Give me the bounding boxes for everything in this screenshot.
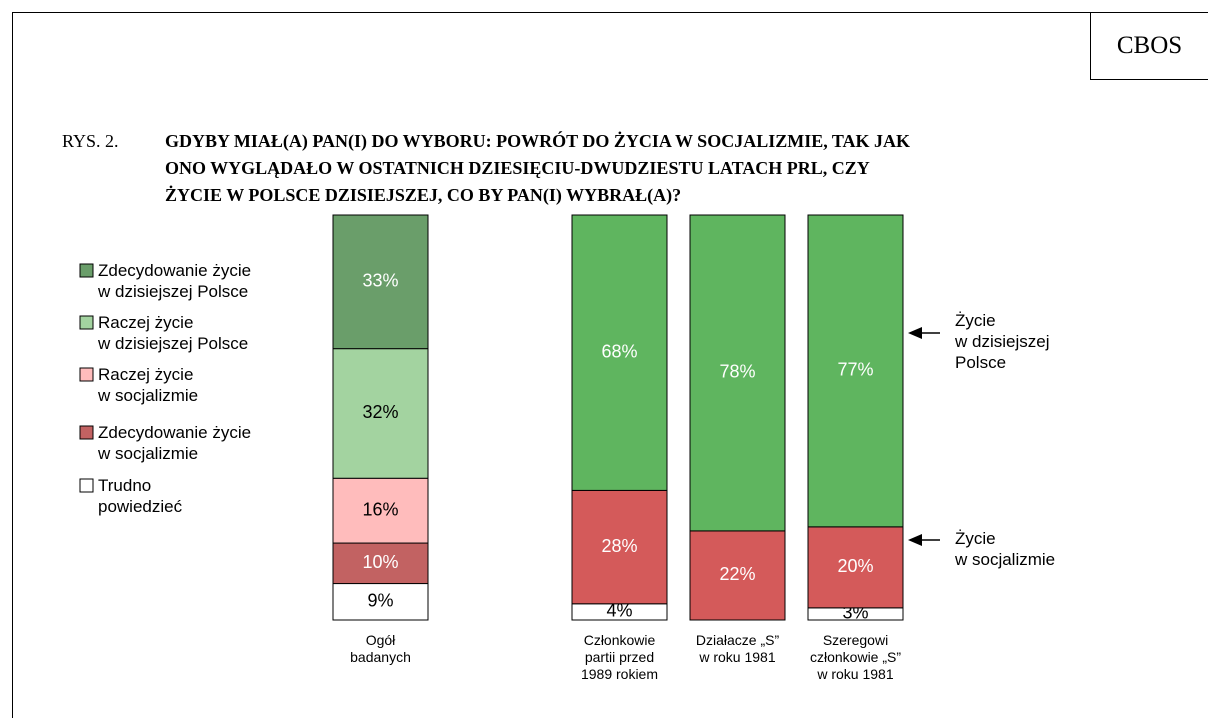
value-label: 10% xyxy=(362,552,398,572)
title-line: ŻYCIE W POLSCE DZISIEJSZEJ, CO BY PAN(I)… xyxy=(165,185,682,205)
bar-segment xyxy=(332,214,429,350)
value-label: 16% xyxy=(362,499,398,519)
bar-segment xyxy=(689,530,786,621)
category-label: Szeregowi członkowie „S” w roku 1981 xyxy=(809,632,902,682)
legend-label: Trudno powiedzieć xyxy=(98,476,183,516)
bar-segment xyxy=(807,214,904,528)
annotation-label: Życie w socjalizmie xyxy=(955,529,1056,569)
title: GDYBY MIAŁ(A) PAN(I) DO WYBORU: POWRÓT D… xyxy=(165,128,910,209)
legend-swatch xyxy=(79,425,94,440)
bar-segment xyxy=(571,214,668,491)
value-label: 28% xyxy=(601,536,637,556)
legend-label: Raczej życie w dzisiejszej Polsce xyxy=(98,313,249,353)
value-label: 68% xyxy=(601,341,637,361)
value-label: 9% xyxy=(367,591,393,611)
value-label: 33% xyxy=(362,271,398,291)
value-label: 78% xyxy=(719,362,755,382)
bar-segment xyxy=(689,214,786,532)
bar-segment xyxy=(332,348,429,479)
category-label: Ogół badanych xyxy=(350,632,411,665)
bar-segment xyxy=(571,489,668,605)
category-label: Działacze „S” w roku 1981 xyxy=(695,632,780,665)
bar-segment xyxy=(332,477,429,544)
value-label: 77% xyxy=(837,360,873,380)
legend-label: Raczej życie w socjalizmie xyxy=(98,365,199,405)
value-label: 22% xyxy=(719,564,755,584)
legend-swatch xyxy=(79,315,94,330)
logo: CBOS xyxy=(1090,12,1208,80)
value-label: 20% xyxy=(837,556,873,576)
legend-label: Zdecydowanie życie w dzisiejszej Polsce xyxy=(98,261,252,301)
title-line: GDYBY MIAŁ(A) PAN(I) DO WYBORU: POWRÓT D… xyxy=(165,131,911,151)
category-label: Członkowie partii przed 1989 rokiem xyxy=(580,632,659,682)
legend-swatch xyxy=(79,478,94,493)
annotation-label: Życie w dzisiejszej Polsce xyxy=(955,311,1050,372)
frame xyxy=(12,12,1208,718)
figure-label: RYS. 2. xyxy=(62,131,119,151)
legend-swatch xyxy=(79,367,94,382)
arrow-head xyxy=(908,534,922,546)
value-label: 32% xyxy=(362,402,398,422)
arrow-head xyxy=(908,327,922,339)
legend-swatch xyxy=(79,263,94,278)
title-line: ONO WYGLĄDAŁO W OSTATNICH DZIESIĘCIU-DWU… xyxy=(165,158,870,178)
value-label: 4% xyxy=(606,601,632,621)
legend-label: Zdecydowanie życie w socjalizmie xyxy=(98,423,252,463)
bar-segment xyxy=(332,542,429,585)
